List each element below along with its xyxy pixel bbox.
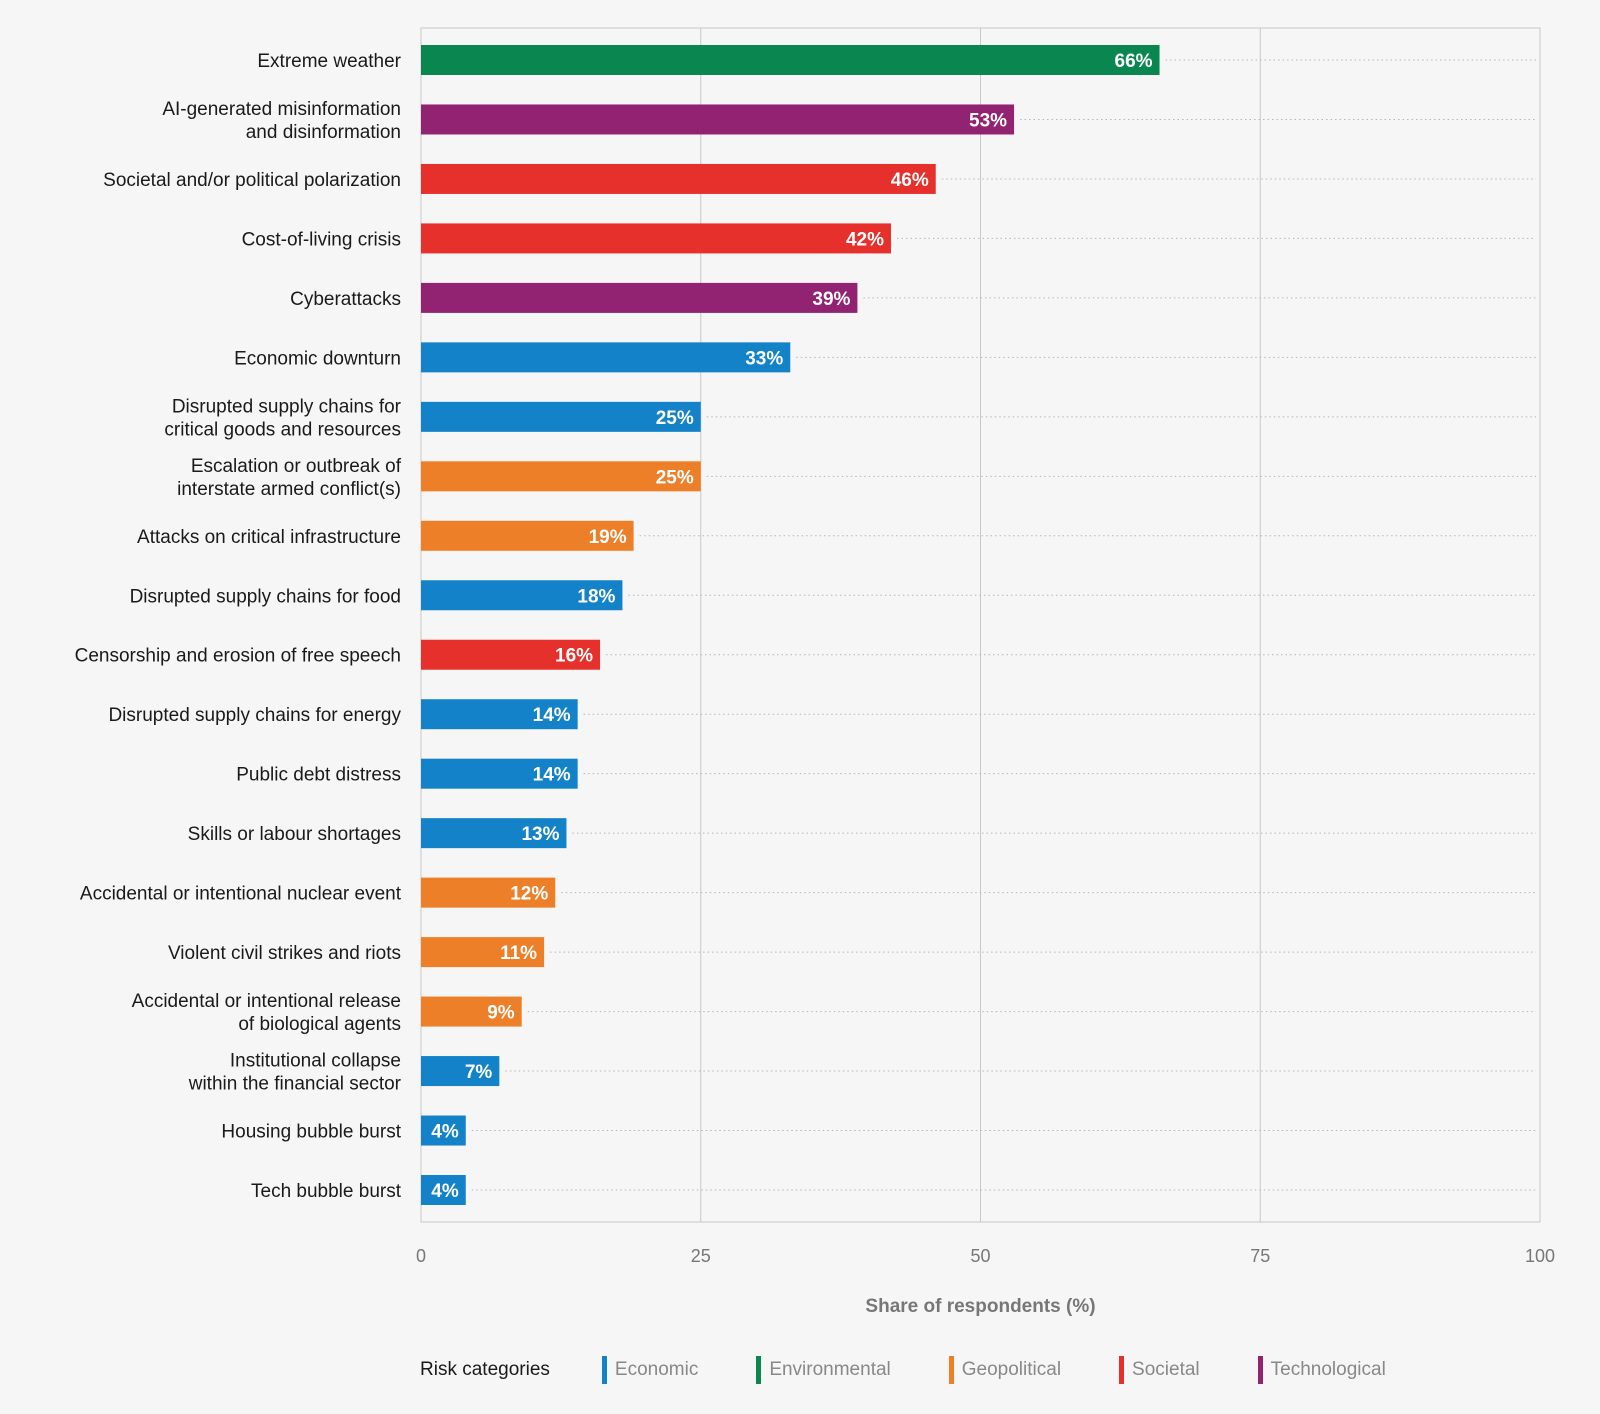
legend-item: Geopolitical xyxy=(948,1356,1062,1384)
bar-value-label: 14% xyxy=(533,765,571,786)
legend-item: Technological xyxy=(1257,1356,1386,1384)
x-tick-label: 75 xyxy=(1250,1246,1270,1266)
x-tick-label: 100 xyxy=(1525,1246,1555,1266)
category-label: Economic downturn xyxy=(234,348,401,369)
bar-value-label: 39% xyxy=(812,289,850,310)
legend-label: Societal xyxy=(1132,1359,1200,1380)
bar xyxy=(421,104,1015,135)
legend-swatch xyxy=(948,1356,954,1384)
legend-title: Risk categories xyxy=(420,1359,550,1380)
category-label: Censorship and erosion of free speech xyxy=(75,646,401,667)
bar-value-label: 19% xyxy=(589,527,627,548)
x-axis-title: Share of respondents (%) xyxy=(865,1296,1095,1317)
legend-swatch xyxy=(601,1356,607,1384)
bar-value-label: 13% xyxy=(521,824,559,845)
category-label: Disrupted supply chains for critical good… xyxy=(164,396,401,440)
category-label: Public debt distress xyxy=(236,765,401,786)
category-label: Extreme weather xyxy=(257,51,401,72)
bar xyxy=(421,163,936,194)
category-label: Cost-of-living crisis xyxy=(242,229,401,250)
legend-item: Environmental xyxy=(756,1356,891,1384)
bar-value-label: 46% xyxy=(891,170,929,191)
bar xyxy=(421,877,556,908)
category-label: Accidental or intentional nuclear event xyxy=(80,884,402,905)
legend: Risk categories Economic Environmental Geo… xyxy=(420,1356,1444,1384)
legend-swatch xyxy=(1119,1356,1125,1384)
legend-item: Societal xyxy=(1119,1356,1200,1384)
bar-chart: 0 25 50 75 100 66% Extreme weather 53% AI-genera… xyxy=(75,27,1555,1317)
legend-label: Environmental xyxy=(769,1359,891,1380)
bar xyxy=(421,758,578,789)
legend-item: Economic xyxy=(601,1356,699,1384)
legend-swatch xyxy=(1257,1356,1263,1384)
bar xyxy=(421,342,791,373)
bar-value-label: 25% xyxy=(656,408,694,429)
x-tick-label: 50 xyxy=(970,1246,990,1266)
category-label: Attacks on critical infrastructure xyxy=(137,527,401,548)
bar xyxy=(421,580,623,611)
bar xyxy=(421,401,701,432)
bar xyxy=(421,818,567,849)
bar xyxy=(421,699,578,730)
legend-label: Technological xyxy=(1270,1359,1386,1380)
bar-value-label: 25% xyxy=(656,467,694,488)
bar xyxy=(421,1175,466,1205)
category-label: Disrupted supply chains for energy xyxy=(108,705,401,726)
category-label: Escalation or outbreak of interstate arme… xyxy=(177,456,402,500)
bar-value-label: 33% xyxy=(745,348,783,369)
category-label: Skills or labour shortages xyxy=(188,824,401,845)
bar-value-label: 53% xyxy=(969,110,1007,131)
bar xyxy=(421,639,601,670)
legend-label: Economic xyxy=(614,1359,699,1380)
bar xyxy=(421,282,858,313)
bar xyxy=(421,1115,466,1146)
category-label: AI-generated misinformation and disinform… xyxy=(162,99,401,143)
bar xyxy=(421,937,545,968)
x-tick-label: 25 xyxy=(691,1246,711,1266)
category-label: Tech bubble burst xyxy=(251,1181,402,1202)
category-label: Societal and/or political polarization xyxy=(103,170,401,191)
x-tick-label: 0 xyxy=(416,1246,426,1266)
bar-value-label: 4% xyxy=(431,1181,459,1202)
category-label: Cyberattacks xyxy=(290,289,401,310)
bar-value-label: 16% xyxy=(555,646,593,667)
bar-value-label: 11% xyxy=(500,943,537,964)
bar xyxy=(421,45,1160,75)
bar-value-label: 9% xyxy=(487,1003,515,1024)
bar xyxy=(421,223,891,254)
bar-value-label: 14% xyxy=(533,705,571,726)
bar-value-label: 12% xyxy=(510,884,548,905)
category-label: Disrupted supply chains for food xyxy=(130,586,401,607)
bar-value-label: 7% xyxy=(465,1062,493,1083)
bar-value-label: 18% xyxy=(577,586,615,607)
bar-value-label: 4% xyxy=(431,1122,459,1143)
bar xyxy=(421,520,634,551)
bar xyxy=(421,461,701,492)
category-label: Institutional collapse within the financi… xyxy=(188,1051,402,1095)
legend-swatch xyxy=(756,1356,762,1384)
bar xyxy=(421,996,522,1027)
bar xyxy=(421,1056,500,1087)
category-label: Housing bubble burst xyxy=(221,1122,401,1143)
category-label: Accidental or intentional release of biol… xyxy=(132,991,401,1035)
category-label: Violent civil strikes and riots xyxy=(168,943,401,964)
bar-value-label: 66% xyxy=(1115,51,1153,72)
legend-label: Geopolitical xyxy=(961,1359,1062,1380)
bar-value-label: 42% xyxy=(846,229,884,250)
